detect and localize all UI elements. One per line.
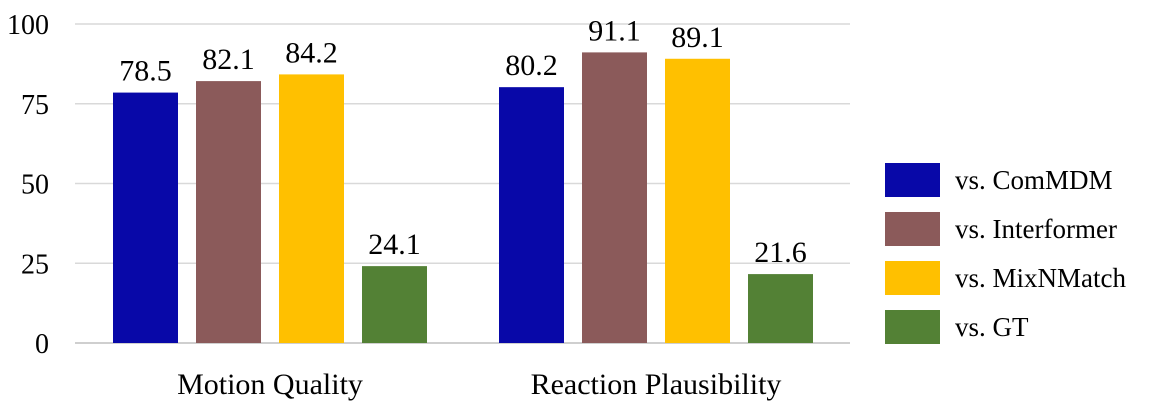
- data-label: 84.2: [285, 36, 338, 69]
- y-tick-label: 100: [7, 10, 49, 41]
- bar: [748, 274, 813, 343]
- legend-swatch: [885, 163, 940, 197]
- bar: [279, 74, 344, 343]
- bar: [362, 266, 427, 343]
- gridlines: [75, 23, 850, 344]
- legend-item: vs. MixNMatch: [885, 261, 1126, 295]
- data-label: 91.1: [588, 14, 641, 47]
- legend-label: vs. GT: [955, 312, 1029, 342]
- y-tick-label: 0: [35, 329, 49, 360]
- legend-item: vs. GT: [885, 310, 1029, 344]
- bars: [113, 52, 813, 344]
- bar: [665, 58, 730, 344]
- data-label: 89.1: [671, 21, 724, 54]
- legend: vs. ComMDM vs. Interformer vs. MixNMatch vs…: [885, 163, 1126, 344]
- y-tick-label: 50: [21, 170, 49, 201]
- y-tick-label: 25: [21, 249, 49, 280]
- legend-label: vs. ComMDM: [955, 165, 1113, 195]
- y-axis-ticks: 0 25 50 75 100: [7, 10, 49, 360]
- data-label: 24.1: [368, 228, 421, 261]
- x-axis-categories: Motion Quality Reaction Plausibility: [177, 368, 781, 401]
- bar: [113, 92, 178, 344]
- bar: [499, 87, 564, 343]
- bar: [196, 81, 261, 343]
- category-label: Motion Quality: [177, 368, 363, 401]
- y-tick-label: 75: [21, 90, 49, 121]
- data-label: 82.1: [202, 43, 255, 76]
- legend-item: vs. ComMDM: [885, 163, 1113, 197]
- bar: [582, 52, 647, 344]
- legend-swatch: [885, 212, 940, 246]
- legend-swatch: [885, 310, 940, 344]
- data-label: 80.2: [505, 49, 558, 82]
- data-label: 78.5: [119, 55, 172, 88]
- legend-label: vs. Interformer: [955, 214, 1117, 244]
- legend-label: vs. MixNMatch: [955, 263, 1126, 293]
- data-label: 21.6: [754, 236, 807, 269]
- legend-swatch: [885, 261, 940, 295]
- legend-item: vs. Interformer: [885, 212, 1117, 246]
- category-label: Reaction Plausibility: [531, 368, 782, 401]
- data-labels: 78.5 82.1 84.2 24.1 80.2 91.1 89.1 21.6: [119, 14, 807, 269]
